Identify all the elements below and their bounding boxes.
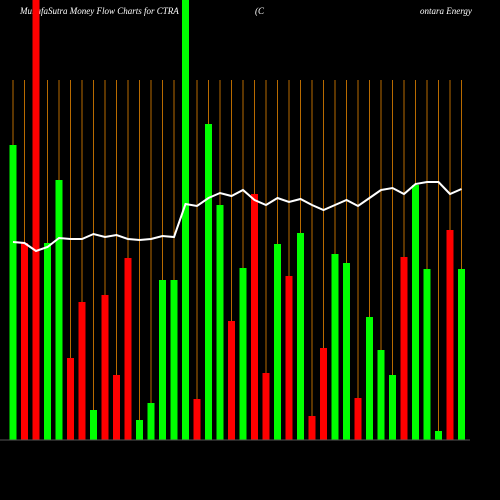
bar: [205, 124, 212, 440]
bar: [55, 180, 63, 440]
bar: [239, 268, 247, 440]
bar: [297, 233, 304, 440]
bar: [44, 243, 51, 440]
bar: [113, 375, 120, 440]
bar: [458, 269, 465, 440]
bar: [228, 321, 235, 440]
bar: [78, 302, 86, 440]
bar: [32, 0, 40, 440]
bar: [193, 399, 201, 440]
bar: [182, 0, 189, 440]
bar: [251, 194, 258, 440]
bar: [354, 398, 362, 440]
bar: [9, 145, 17, 440]
chart-title: MunafaSutra Money Flow Charts for CTRA: [19, 6, 179, 16]
chart-subtitle: (C: [255, 6, 265, 16]
bar: [331, 254, 339, 440]
bar: [170, 280, 178, 440]
bar: [262, 373, 270, 440]
bar: [147, 403, 155, 440]
bar: [67, 358, 74, 440]
bar: [389, 375, 396, 440]
bar: [400, 257, 408, 440]
bar: [274, 244, 281, 440]
bar: [320, 348, 327, 440]
bar: [412, 185, 419, 440]
bar: [343, 263, 350, 440]
bar: [136, 420, 143, 440]
bar: [124, 258, 132, 440]
bar: [423, 269, 431, 440]
chart-subtitle: ontara Energy: [420, 6, 472, 16]
bar: [21, 243, 28, 440]
bar: [435, 431, 442, 440]
bar: [159, 280, 166, 440]
bar: [101, 295, 109, 440]
money-flow-line: [12, 181, 462, 253]
bar: [377, 350, 385, 440]
bar: [285, 276, 293, 440]
bar: [216, 205, 224, 440]
bar: [446, 230, 454, 440]
bar: [308, 416, 316, 440]
bar: [366, 317, 373, 440]
bar: [90, 410, 97, 440]
